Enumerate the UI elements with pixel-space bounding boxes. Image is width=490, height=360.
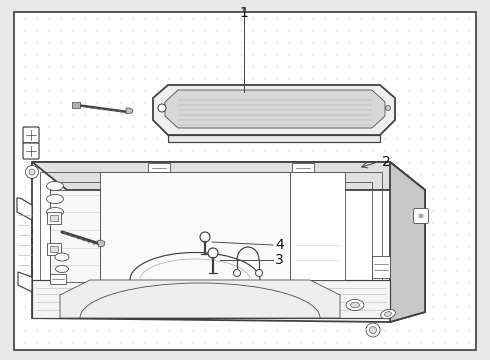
Circle shape (158, 104, 166, 112)
Text: 4: 4 (275, 238, 284, 252)
Polygon shape (72, 102, 80, 108)
Ellipse shape (350, 302, 360, 308)
FancyBboxPatch shape (414, 208, 428, 224)
Circle shape (386, 105, 391, 111)
Ellipse shape (385, 312, 392, 316)
Bar (50, 246, 58, 252)
Polygon shape (97, 240, 105, 247)
Circle shape (208, 248, 218, 258)
Text: 1: 1 (240, 6, 248, 20)
Polygon shape (32, 162, 425, 322)
Circle shape (366, 323, 380, 337)
Polygon shape (168, 135, 380, 142)
Circle shape (234, 270, 241, 276)
Bar (372, 256, 390, 278)
Polygon shape (290, 172, 345, 280)
Circle shape (418, 213, 423, 219)
Bar (47, 212, 61, 224)
Bar (50, 215, 58, 221)
Ellipse shape (47, 181, 64, 190)
Circle shape (200, 232, 210, 242)
FancyBboxPatch shape (23, 143, 39, 159)
Ellipse shape (381, 309, 395, 319)
Polygon shape (50, 190, 100, 282)
Bar (47, 243, 61, 255)
Text: 3: 3 (275, 253, 284, 267)
Text: 2: 2 (382, 155, 391, 169)
Polygon shape (60, 280, 340, 318)
Polygon shape (126, 108, 133, 114)
Ellipse shape (55, 266, 69, 273)
Bar (100, 172, 290, 280)
Bar (50, 274, 66, 284)
Polygon shape (32, 162, 425, 190)
Bar (148, 163, 170, 172)
Ellipse shape (47, 207, 64, 216)
Ellipse shape (346, 300, 364, 310)
Ellipse shape (47, 194, 64, 203)
Circle shape (255, 270, 263, 276)
Polygon shape (153, 85, 395, 135)
Bar (292, 163, 314, 172)
Circle shape (29, 169, 35, 175)
Circle shape (25, 166, 39, 179)
Circle shape (369, 327, 376, 333)
Polygon shape (390, 162, 425, 322)
FancyBboxPatch shape (23, 127, 39, 143)
Polygon shape (17, 198, 32, 292)
Ellipse shape (55, 253, 69, 261)
Polygon shape (32, 280, 390, 318)
Polygon shape (165, 90, 385, 128)
